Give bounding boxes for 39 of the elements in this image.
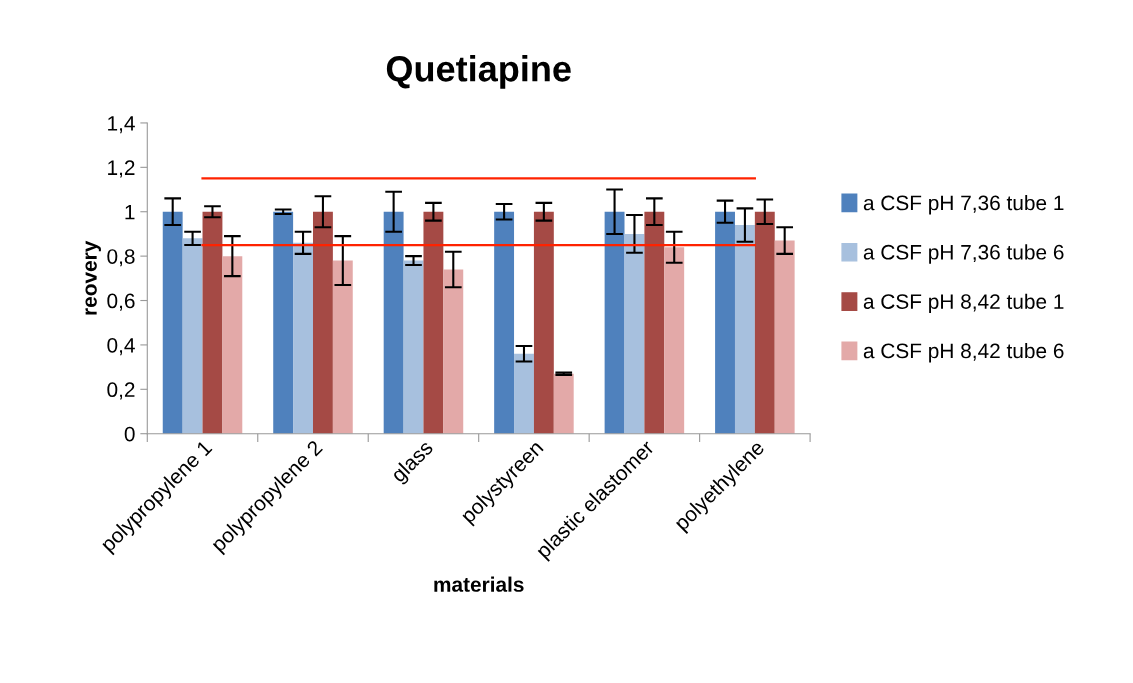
bar xyxy=(383,211,404,434)
bar xyxy=(715,211,735,434)
y-tick-label: 0,8 xyxy=(107,249,135,267)
y-tick-label: 0,2 xyxy=(107,382,135,400)
bar xyxy=(273,211,294,434)
x-axis-title: materials xyxy=(434,576,524,592)
bar xyxy=(754,211,775,434)
bar xyxy=(162,211,183,434)
bar xyxy=(533,211,554,434)
bar xyxy=(403,260,424,434)
bar xyxy=(182,238,203,434)
chart-title: Quetiapine xyxy=(386,55,571,89)
bar xyxy=(514,353,534,434)
legend-label: a CSF pH 8,42 tube 1 xyxy=(863,293,1064,314)
bar xyxy=(734,225,755,434)
y-tick-label: 0,6 xyxy=(107,293,135,311)
bar xyxy=(664,247,685,434)
bar xyxy=(644,211,665,434)
bar xyxy=(774,240,795,434)
y-tick-label: 0,4 xyxy=(107,337,135,356)
legend-label: a CSF pH 7,36 tube 1 xyxy=(863,195,1064,215)
bar xyxy=(443,269,464,434)
y-tick-label: 1,4 xyxy=(108,116,135,134)
bar xyxy=(604,211,625,434)
y-tick-label: 1,2 xyxy=(108,160,135,178)
bar xyxy=(332,260,353,434)
bar xyxy=(423,211,444,434)
bar xyxy=(222,256,243,434)
bar xyxy=(553,373,574,434)
legend-label: a CSF pH 8,42 tube 6 xyxy=(863,342,1064,363)
y-tick-label: 1 xyxy=(125,204,135,220)
bar xyxy=(494,211,515,434)
bar xyxy=(624,233,645,434)
y-axis-title: reovery xyxy=(85,240,101,315)
bar xyxy=(312,211,333,434)
y-tick-label: 0 xyxy=(124,426,135,442)
legend-label: a CSF pH 7,36 tube 6 xyxy=(863,244,1064,264)
bar xyxy=(293,242,313,434)
bar xyxy=(202,211,223,434)
